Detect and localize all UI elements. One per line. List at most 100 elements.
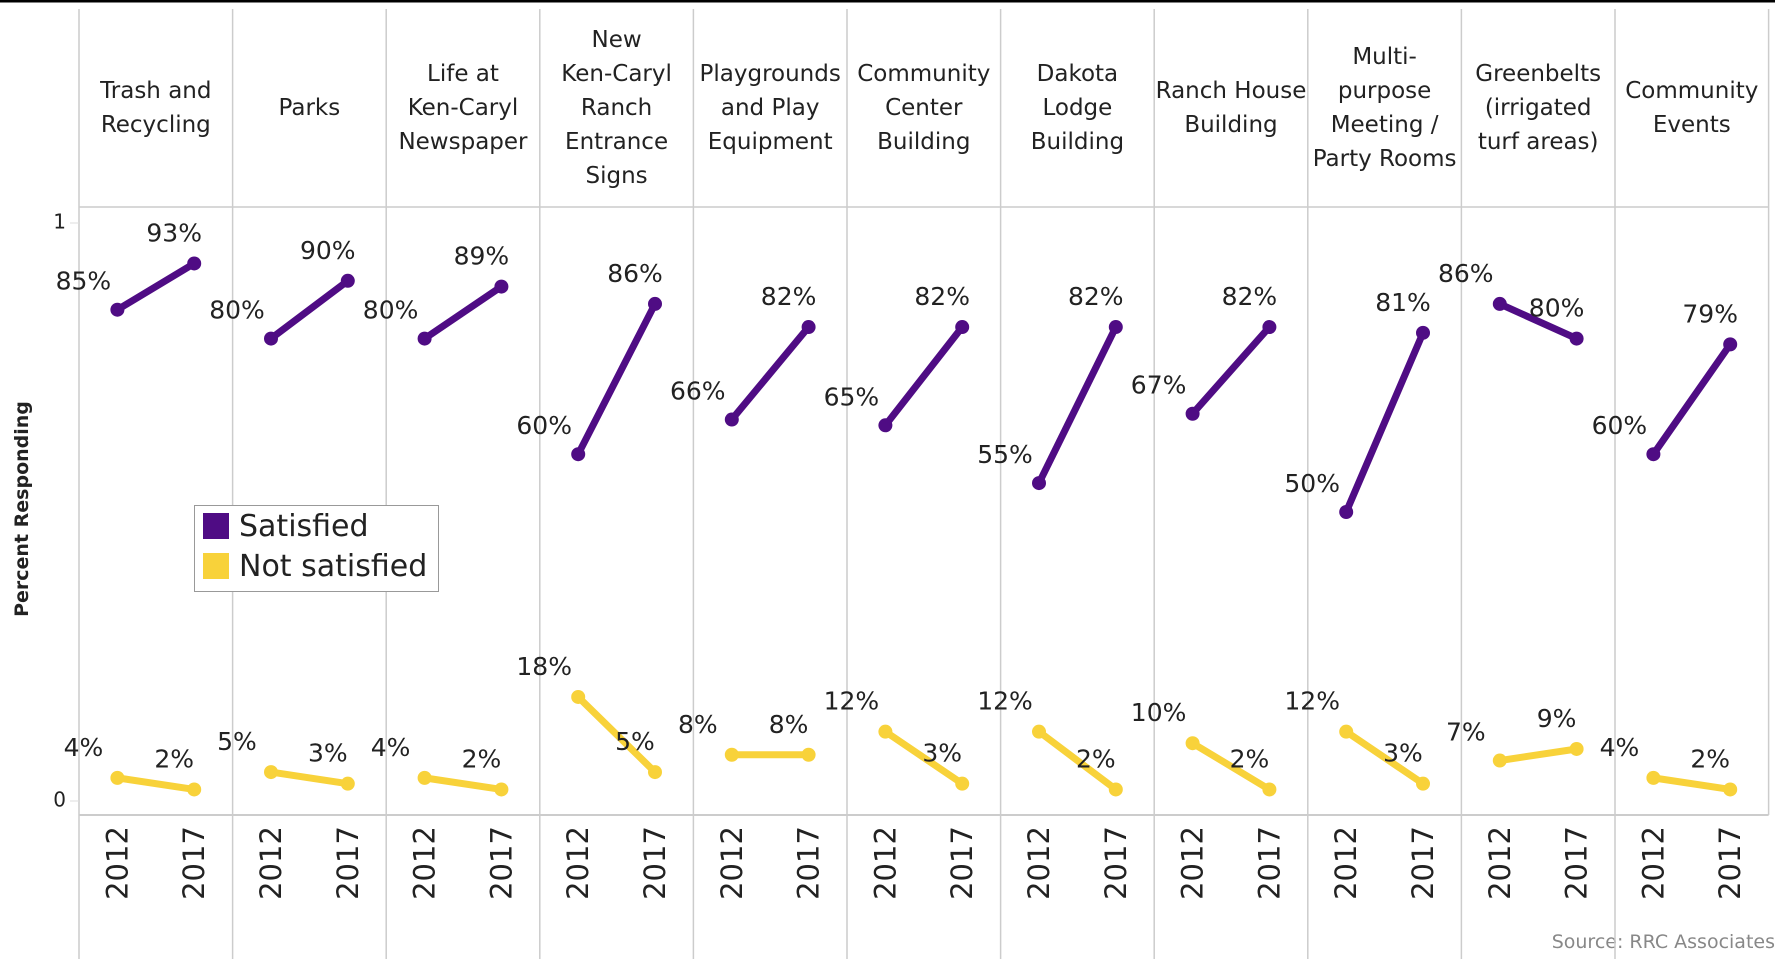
data-label: 85% bbox=[56, 267, 112, 296]
data-label: 66% bbox=[670, 377, 726, 406]
data-label: 80% bbox=[363, 296, 419, 325]
data-label: 2% bbox=[154, 744, 194, 773]
data-point bbox=[1108, 320, 1123, 335]
data-point bbox=[571, 447, 586, 462]
data-label: 50% bbox=[1284, 469, 1340, 498]
data-label: 90% bbox=[300, 236, 356, 265]
data-point bbox=[648, 296, 662, 311]
data-label: 82% bbox=[914, 282, 970, 311]
data-point bbox=[187, 256, 202, 271]
x-tick-label: 2017 bbox=[484, 826, 518, 900]
data-point bbox=[1723, 337, 1738, 352]
panel-title: Life at Ken-Caryl Newspaper bbox=[398, 61, 528, 155]
data-label: 79% bbox=[1682, 299, 1738, 328]
data-label: 5% bbox=[615, 727, 655, 756]
data-label: 2% bbox=[1076, 744, 1116, 773]
panel-title: Dakota Lodge Building bbox=[1030, 61, 1125, 155]
data-label: 86% bbox=[1438, 259, 1494, 288]
source: Source: RRC Associates bbox=[1552, 931, 1775, 953]
data-point bbox=[1108, 782, 1123, 797]
data-label: 5% bbox=[217, 727, 257, 756]
data-label: 81% bbox=[1375, 288, 1431, 317]
data-label: 12% bbox=[824, 687, 880, 716]
data-label: 7% bbox=[1446, 718, 1486, 747]
data-label: 86% bbox=[607, 259, 663, 288]
x-tick-label: 2012 bbox=[1176, 826, 1210, 900]
x-tick-label: 2017 bbox=[1099, 826, 1133, 900]
series-line bbox=[574, 300, 659, 458]
data-label: 4% bbox=[64, 733, 104, 762]
x-tick-label: 2017 bbox=[1252, 826, 1286, 900]
legend-item: Satisfied bbox=[195, 506, 438, 546]
data-label: 55% bbox=[977, 440, 1033, 469]
series-line bbox=[267, 768, 352, 788]
x-tick-label: 2017 bbox=[945, 826, 979, 900]
series-line bbox=[421, 774, 505, 793]
x-tick-label: 2012 bbox=[1483, 826, 1517, 900]
data-point bbox=[724, 412, 739, 427]
data-point bbox=[494, 279, 509, 294]
x-tick-label: 2017 bbox=[1560, 826, 1594, 900]
data-label: 82% bbox=[761, 282, 817, 311]
data-label: 8% bbox=[769, 710, 809, 739]
data-point bbox=[1339, 724, 1354, 739]
data-point bbox=[417, 331, 432, 346]
series-line bbox=[881, 728, 966, 788]
data-label: 4% bbox=[1600, 733, 1640, 762]
data-label: 10% bbox=[1131, 698, 1187, 727]
data-point bbox=[1339, 505, 1354, 519]
data-point bbox=[494, 782, 509, 797]
x-tick-label: 2012 bbox=[408, 826, 442, 900]
data-point bbox=[187, 782, 202, 797]
data-point bbox=[1646, 770, 1661, 785]
series-line bbox=[574, 693, 659, 776]
data-point bbox=[1032, 724, 1046, 739]
series-line bbox=[1649, 340, 1734, 458]
x-tick-label: 2012 bbox=[1636, 826, 1670, 900]
panel-title: Community Center Building bbox=[857, 61, 991, 155]
data-point bbox=[801, 747, 816, 762]
y-tick-label: 0 bbox=[53, 788, 66, 812]
series-line bbox=[1342, 329, 1427, 516]
data-point bbox=[801, 320, 816, 335]
panel-title: Playgrounds and Play Equipment bbox=[699, 61, 841, 155]
data-label: 80% bbox=[1529, 294, 1585, 323]
panel-title: New Ken-Caryl Ranch Entrance Signs bbox=[561, 27, 672, 189]
data-label: 3% bbox=[922, 739, 962, 768]
x-tick-label: 2017 bbox=[1406, 826, 1440, 900]
panel-title: Multi- purpose Meeting / Party Rooms bbox=[1312, 44, 1457, 172]
data-point bbox=[1492, 753, 1507, 768]
x-tick-label: 2012 bbox=[1329, 826, 1363, 900]
data-point bbox=[1492, 296, 1507, 311]
x-tick-label: 2012 bbox=[561, 826, 595, 900]
data-label: 2% bbox=[1690, 744, 1730, 773]
series-line bbox=[113, 259, 198, 314]
data-point bbox=[264, 765, 278, 780]
x-tick-label: 2012 bbox=[100, 826, 134, 900]
data-label: 3% bbox=[1383, 739, 1423, 768]
data-label: 2% bbox=[462, 744, 502, 773]
x-tick-label: 2017 bbox=[638, 826, 672, 900]
data-label: 18% bbox=[516, 652, 572, 681]
series-line bbox=[1189, 323, 1273, 418]
data-point bbox=[340, 776, 355, 791]
data-label: 82% bbox=[1222, 282, 1278, 311]
series-line bbox=[1342, 728, 1427, 788]
data-point bbox=[955, 320, 970, 335]
data-label: 12% bbox=[977, 687, 1033, 716]
data-point bbox=[1569, 331, 1584, 346]
legend-swatch bbox=[203, 513, 229, 539]
x-tick-label: 2012 bbox=[254, 826, 288, 900]
panel-title: Parks bbox=[278, 95, 341, 121]
data-label: 12% bbox=[1284, 687, 1340, 716]
series-line bbox=[728, 323, 813, 424]
data-label: 9% bbox=[1537, 704, 1577, 733]
data-point bbox=[571, 689, 586, 704]
panel-title: Ranch House Building bbox=[1155, 78, 1307, 138]
panel-title: Community Events bbox=[1625, 78, 1759, 138]
data-point bbox=[1185, 406, 1200, 421]
legend-swatch bbox=[203, 553, 229, 579]
data-point bbox=[1569, 741, 1584, 756]
